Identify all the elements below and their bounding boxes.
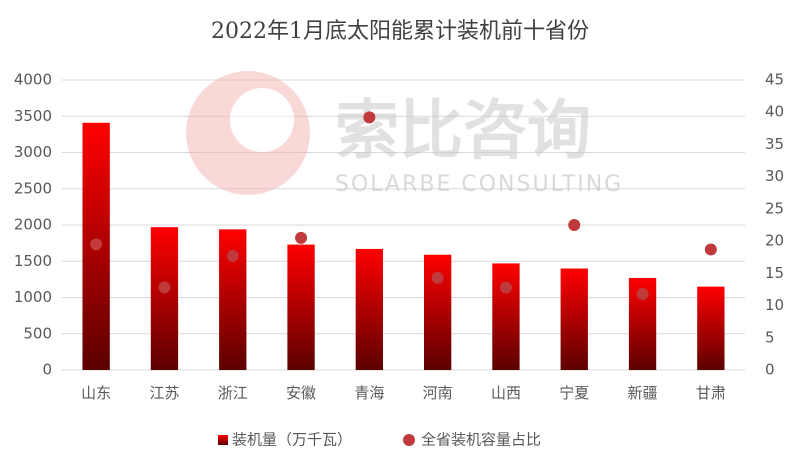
x-tick-label: 青海	[354, 384, 384, 402]
scatter-point	[636, 287, 649, 300]
legend: 装机量（万千瓦） 全省装机容量占比	[218, 431, 541, 449]
scatter-point	[363, 111, 376, 124]
x-tick-label: 安徽	[286, 384, 316, 402]
y2-tick-label: 15	[765, 264, 784, 282]
y2-tick-label: 40	[765, 103, 784, 121]
y-tick-label: 1500	[14, 252, 52, 270]
scatter-point	[226, 249, 239, 262]
watermark	[186, 71, 310, 195]
scatter-point	[90, 238, 103, 251]
scatter-point	[431, 271, 444, 284]
bar	[150, 227, 179, 370]
scatter-point	[568, 219, 581, 231]
x-tick-label: 浙江	[218, 384, 248, 402]
x-tick-label: 山东	[81, 384, 111, 402]
y2-tick-label: 45	[765, 71, 784, 89]
watermark-text: 索比咨询	[335, 95, 591, 169]
y2-tick-label: 20	[765, 232, 784, 250]
watermark-logo	[230, 88, 294, 152]
scatter-point	[295, 231, 308, 244]
legend-swatch	[218, 435, 228, 445]
bar	[492, 263, 520, 370]
legend-swatch	[403, 434, 415, 446]
y-tick-label: 3000	[14, 143, 52, 161]
bar	[560, 268, 588, 370]
y2-tick-label: 0	[765, 361, 775, 379]
x-tick-label: 河南	[423, 384, 453, 402]
bar	[287, 244, 315, 370]
bar	[697, 286, 725, 370]
legend-label: 装机量（万千瓦）	[232, 431, 352, 449]
y-tick-label: 0	[42, 361, 52, 379]
scatter-point	[158, 281, 171, 294]
y2-tick-label: 30	[765, 167, 784, 185]
bar	[355, 248, 384, 370]
legend-label: 全省装机容量占比	[421, 431, 541, 449]
chart-title: 2022年1月底太阳能累计装机前十省份	[211, 19, 589, 44]
x-tick-label: 甘肃	[696, 384, 726, 402]
y-tick-label: 2000	[14, 216, 52, 234]
x-tick-label: 宁夏	[559, 384, 589, 402]
y2-tick-label: 25	[765, 199, 784, 217]
x-tick-label: 江苏	[149, 384, 179, 402]
y-tick-label: 4000	[14, 71, 52, 89]
scatter-point	[704, 243, 717, 256]
x-tick-label: 新疆	[628, 384, 658, 402]
scatter-point	[499, 281, 512, 294]
y-tick-label: 2500	[14, 179, 52, 197]
y2-tick-label: 5	[765, 328, 775, 346]
y-tick-label: 3500	[14, 107, 52, 125]
y2-tick-label: 35	[765, 135, 784, 153]
x-tick-label: 山西	[491, 384, 521, 402]
y-tick-label: 500	[23, 324, 52, 342]
watermark-subtext: SOLARBE CONSULTING	[335, 172, 623, 197]
y-tick-label: 1000	[14, 288, 52, 306]
y2-tick-label: 10	[765, 296, 784, 314]
